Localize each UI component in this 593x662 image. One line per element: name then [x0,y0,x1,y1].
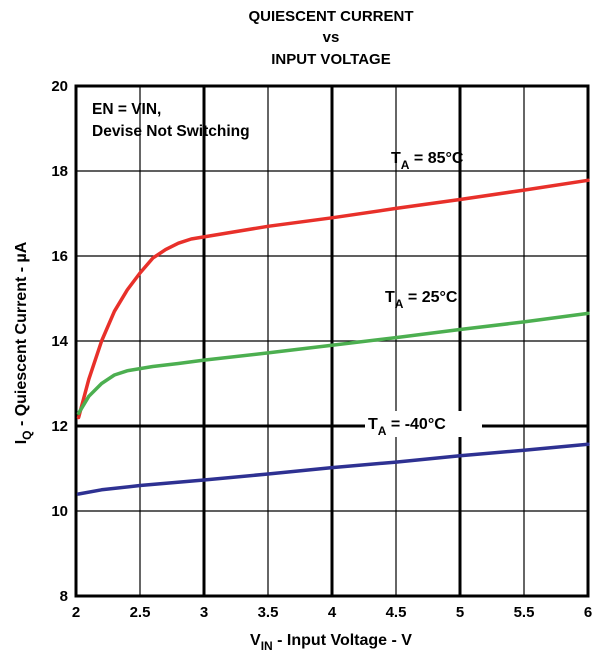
y-axis-title-sub: Q [20,431,34,440]
chart-title: QUIESCENT CURRENT vs INPUT VOLTAGE [248,8,413,68]
chart-annotation: EN = VIN, Devise Not Switching [92,101,250,140]
curve-label-85c-pre: T [391,150,401,167]
series-line-25C [76,311,590,416]
curve-label-minus40c-pre: T [368,416,378,433]
curve-label-25c-pre: T [385,289,395,306]
x-axis-title-sub: IN [261,639,273,653]
series-line-minus40C [76,442,590,496]
y-axis-title: IQ - Quiescent Current - µA [13,241,34,444]
x-tick-label-1: 2.5 [130,604,151,621]
curve-label-85c: TA = 85°C [391,150,464,172]
annotation-line-2: Devise Not Switching [92,123,250,140]
x-tick-label-4: 4 [328,604,337,621]
curve-label-25c-sub: A [395,297,404,311]
y-tick-label-0: 8 [60,588,68,605]
curve-label-25c-post: = 25°C [403,289,457,306]
x-tick-label-8: 6 [584,604,592,621]
y-axis-title-main: I [13,440,30,444]
chart-title-line-3: INPUT VOLTAGE [271,51,390,68]
chart-title-line-2: vs [323,29,340,46]
y-tick-label-1: 10 [51,503,68,520]
curve-label-minus40c-backdrop [365,411,482,437]
x-tick-label-7: 5.5 [514,604,535,621]
curve-label-85c-post: = 85°C [409,150,463,167]
y-axis-title-rest: - Quiescent Current - µA [13,241,30,430]
curve-label-minus40c-post: = -40°C [386,416,446,433]
x-tick-label-5: 4.5 [386,604,407,621]
chart-tick-labels: 2 2.5 3 3.5 4 4.5 5 5.5 6 8 10 12 14 16 18 20 [51,78,592,621]
chart-series-layer [76,178,590,496]
y-tick-label-5: 18 [51,163,68,180]
x-tick-label-2: 3 [200,604,208,621]
x-axis-title-rest: - Input Voltage - V [273,632,413,649]
annotation-line-1: EN = VIN, [92,101,161,118]
x-tick-label-3: 3.5 [258,604,279,621]
y-tick-label-4: 16 [51,248,68,265]
curve-label-85c-sub: A [401,158,410,172]
plot-frame [74,84,590,598]
y-tick-label-3: 14 [51,333,68,350]
chart-title-line-1: QUIESCENT CURRENT [248,8,413,25]
x-axis-title: VIN - Input Voltage - V [250,632,412,653]
y-tick-label-6: 20 [51,78,68,95]
y-tick-label-2: 12 [51,418,68,435]
curve-labels: TA = 85°C TA = 25°C TA = -40°C [365,150,482,438]
curve-label-minus40c: TA = -40°C [368,416,446,438]
chart-grid [74,84,590,598]
series-line-85C [76,178,590,420]
curve-label-minus40c-sub: A [378,424,387,438]
x-tick-label-0: 2 [72,604,80,621]
x-tick-label-6: 5 [456,604,464,621]
curve-label-25c: TA = 25°C [385,289,458,311]
x-axis-title-main: V [250,632,261,649]
